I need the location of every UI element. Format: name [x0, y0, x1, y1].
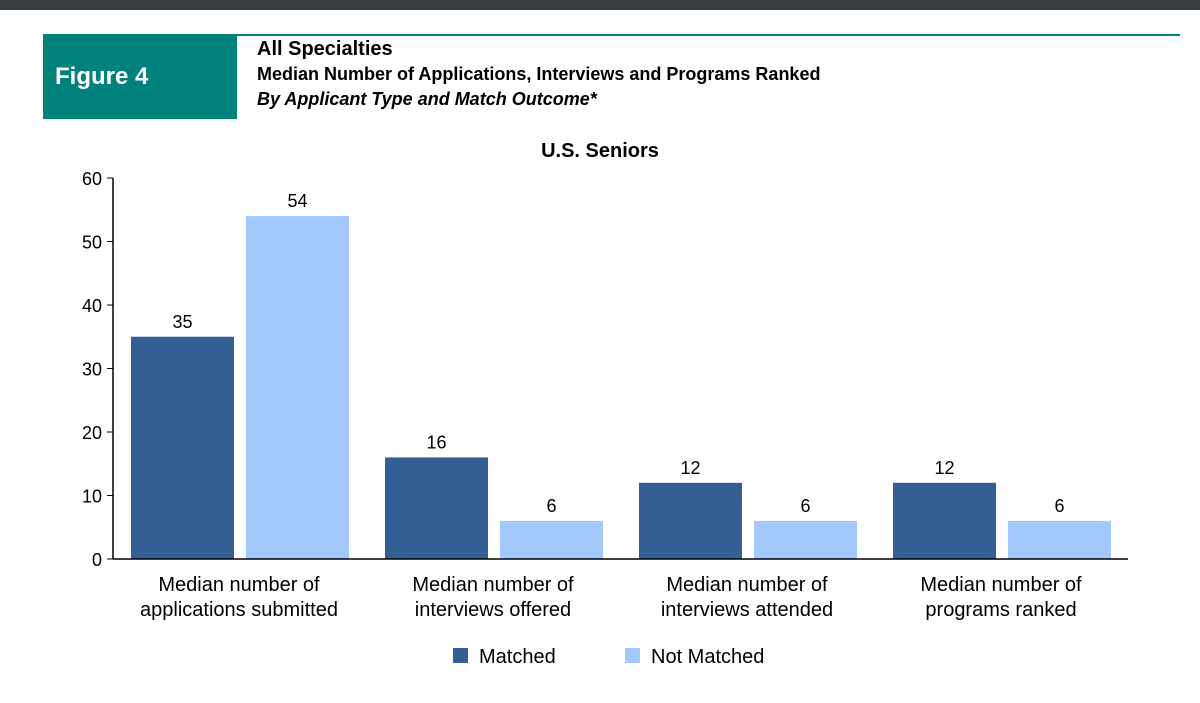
data-label: 35 [172, 312, 192, 332]
legend-label: Not Matched [651, 646, 764, 668]
figure-label-box: Figure 4 [43, 34, 237, 119]
bar-not-matched [1008, 520, 1111, 559]
bar-not-matched [754, 520, 857, 559]
y-tick-label: 30 [82, 360, 102, 380]
bar-matched [639, 482, 742, 559]
x-category-label: Median number of [412, 574, 574, 596]
bar-matched [893, 482, 996, 559]
y-tick-label: 50 [82, 233, 102, 253]
figure-title: All Specialties [257, 38, 393, 60]
x-category-label: Median number of [920, 574, 1082, 596]
data-label: 54 [287, 191, 307, 211]
data-label: 6 [546, 496, 556, 516]
figure-label: Figure 4 [55, 62, 149, 90]
data-label: 12 [934, 458, 954, 478]
data-label: 16 [426, 432, 446, 452]
y-tick-label: 20 [82, 423, 102, 443]
data-label: 12 [680, 458, 700, 478]
x-category-label: programs ranked [925, 599, 1076, 621]
x-category-label: interviews offered [415, 599, 571, 621]
legend-label: Matched [479, 646, 556, 668]
y-tick-label: 0 [92, 550, 102, 570]
data-label: 6 [1054, 496, 1064, 516]
figure-subtitle: Median Number of Applications, Interview… [257, 64, 821, 84]
bar-not-matched [246, 216, 349, 559]
bar-matched [385, 457, 488, 559]
bar-not-matched [500, 520, 603, 559]
y-tick-label: 10 [82, 487, 102, 507]
y-tick-label: 60 [82, 169, 102, 189]
figure-titles: All Specialties Median Number of Applica… [257, 37, 820, 111]
bar-matched [131, 336, 234, 559]
x-category-label: Median number of [158, 574, 320, 596]
x-category-label: applications submitted [140, 599, 338, 621]
y-tick-label: 40 [82, 296, 102, 316]
chart-title: U.S. Seniors [541, 140, 659, 162]
x-category-label: interviews attended [661, 599, 833, 621]
x-category-label: Median number of [666, 574, 828, 596]
data-label: 6 [800, 496, 810, 516]
legend-swatch [625, 648, 640, 663]
top-bar [0, 0, 1200, 10]
figure-subtitle-italic: By Applicant Type and Match Outcome* [257, 89, 597, 109]
legend-swatch [453, 648, 468, 663]
header-rule [237, 34, 1180, 36]
